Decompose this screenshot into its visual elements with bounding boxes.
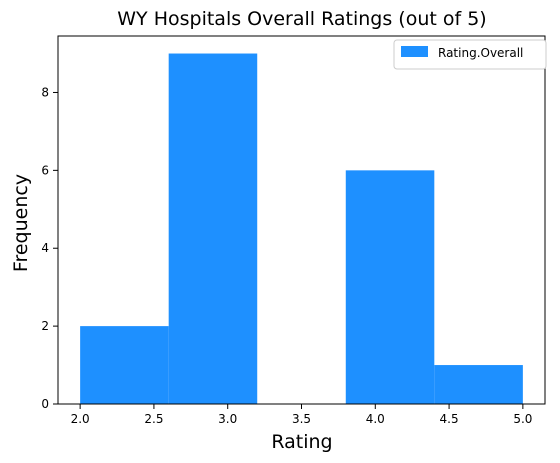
x-tick-label: 2.5 — [144, 412, 163, 426]
x-tick-label: 3.5 — [292, 412, 311, 426]
x-tick-label: 5.0 — [513, 412, 532, 426]
y-ticks: 0 2 4 6 8 — [41, 85, 58, 411]
y-tick-label: 0 — [41, 397, 49, 411]
y-tick-label: 8 — [41, 85, 49, 99]
x-tick-label: 3.0 — [218, 412, 237, 426]
histogram-bar-1 — [168, 53, 258, 405]
histogram-bar-3 — [345, 170, 435, 404]
x-tick-label: 4.0 — [366, 412, 385, 426]
chart-title: WY Hospitals Overall Ratings (out of 5) — [117, 8, 486, 30]
legend-box — [393, 39, 547, 70]
x-tick-label: 2.0 — [71, 412, 90, 426]
y-axis-label: Frequency — [10, 174, 32, 272]
legend: Rating.Overall — [393, 39, 547, 70]
y-tick-label: 4 — [41, 241, 49, 255]
y-tick-label: 2 — [41, 319, 49, 333]
legend-swatch — [401, 46, 428, 57]
x-tick-label: 4.5 — [440, 412, 459, 426]
x-ticks: 2.0 2.5 3.0 3.5 4.0 4.5 5.0 — [71, 404, 532, 426]
y-tick-label: 6 — [41, 163, 49, 177]
plot-frame — [57, 35, 546, 405]
legend-label: Rating.Overall — [438, 46, 523, 60]
x-axis-label: Rating — [271, 431, 332, 453]
bars-layer — [80, 53, 523, 405]
histogram-bar-4 — [434, 365, 523, 404]
histogram-bar-0 — [80, 326, 169, 404]
